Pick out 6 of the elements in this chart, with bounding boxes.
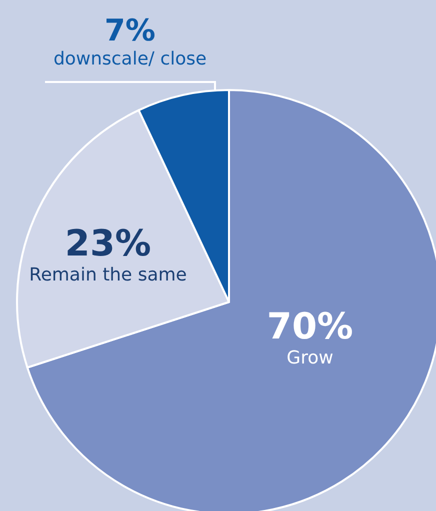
slice-label: Remain the same — [29, 264, 187, 286]
data-label: 23% — [64, 224, 152, 264]
slice-label: downscale/ close — [53, 48, 207, 70]
data-label: 70% — [266, 306, 354, 348]
data-label: 7% — [104, 14, 156, 48]
slice-label: Grow — [286, 348, 334, 368]
